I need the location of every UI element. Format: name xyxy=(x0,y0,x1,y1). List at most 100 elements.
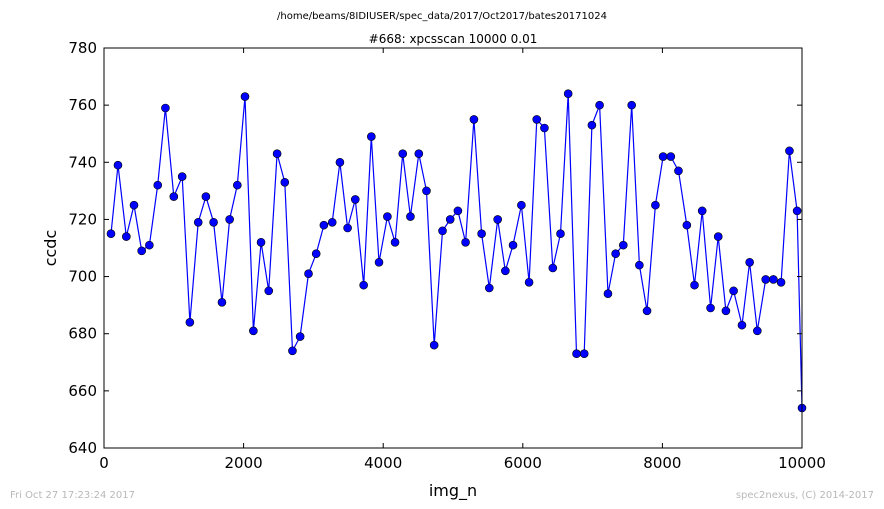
data-point xyxy=(469,115,479,124)
data-point xyxy=(563,89,573,99)
data-point xyxy=(343,223,352,233)
data-point xyxy=(753,326,762,336)
y-axis-label: ccdc xyxy=(41,230,60,267)
data-point xyxy=(729,286,738,296)
x-tick-label: 8000 xyxy=(643,454,681,472)
x-axis-label: img_n xyxy=(429,481,477,501)
data-point xyxy=(484,283,494,293)
data-point xyxy=(129,200,139,210)
y-tick-label: 700 xyxy=(68,268,97,286)
data-point xyxy=(595,100,604,110)
data-point xyxy=(414,149,424,159)
data-point xyxy=(311,249,321,259)
footer-credit: spec2nexus, (C) 2014-2017 xyxy=(736,490,874,501)
data-point xyxy=(335,157,345,167)
y-tick-label: 760 xyxy=(68,96,97,114)
data-point xyxy=(761,275,771,284)
data-point xyxy=(697,206,707,216)
data-point xyxy=(359,280,368,290)
data-point xyxy=(461,237,470,247)
data-point xyxy=(217,297,227,307)
y-tick-label: 660 xyxy=(68,382,97,400)
data-point xyxy=(398,149,408,159)
data-point xyxy=(288,346,297,356)
file-path-supertitle: /home/beams/8IDIUSER/spec_data/2017/Oct2… xyxy=(277,11,607,22)
data-point xyxy=(383,212,392,221)
data-point xyxy=(611,249,620,259)
data-point xyxy=(193,217,203,227)
data-point xyxy=(145,240,154,250)
data-point xyxy=(603,289,613,299)
y-tick-label: 780 xyxy=(68,39,97,57)
data-point xyxy=(658,152,668,161)
data-point xyxy=(319,220,329,230)
data-point xyxy=(651,200,660,210)
x-tick-label: 10000 xyxy=(778,454,826,472)
data-point xyxy=(406,212,415,221)
x-tick-label: 2000 xyxy=(225,454,263,472)
data-point xyxy=(635,260,644,270)
data-point xyxy=(706,303,715,313)
data-point xyxy=(256,237,266,247)
data-point xyxy=(674,166,683,176)
ticks-layer: 0 2000 4000 6000 8000 10000 640 660 680 700 720 740… xyxy=(68,39,826,472)
data-point xyxy=(556,229,565,239)
data-point xyxy=(587,120,597,130)
data-point xyxy=(280,177,290,187)
data-point xyxy=(161,103,170,113)
plot-frame xyxy=(103,47,803,449)
data-point xyxy=(304,269,313,279)
series-layer xyxy=(106,89,807,413)
data-point xyxy=(327,217,337,227)
data-point xyxy=(295,332,305,341)
y-tick-label: 720 xyxy=(68,210,97,228)
data-point xyxy=(745,257,754,267)
data-point xyxy=(721,306,731,316)
data-point xyxy=(524,277,534,287)
data-point xyxy=(776,277,786,287)
data-point xyxy=(642,306,652,316)
x-tick-label: 0 xyxy=(99,454,109,472)
data-point xyxy=(792,206,802,216)
data-point xyxy=(374,257,384,267)
data-point xyxy=(177,172,187,181)
data-point xyxy=(390,237,400,247)
y-tick-label: 740 xyxy=(68,153,97,171)
y-tick-label: 680 xyxy=(68,325,97,343)
data-point xyxy=(367,132,376,141)
data-point xyxy=(769,275,778,284)
data-point xyxy=(445,215,455,224)
data-point xyxy=(548,263,558,273)
data-point xyxy=(137,246,146,256)
data-point xyxy=(122,232,131,241)
data-point xyxy=(169,192,179,201)
data-point xyxy=(690,280,699,290)
data-point xyxy=(422,186,431,196)
data-point xyxy=(627,100,636,110)
data-point xyxy=(532,115,542,124)
data-point xyxy=(233,180,242,190)
data-point xyxy=(264,286,274,296)
data-point xyxy=(201,192,211,201)
x-tick-label: 4000 xyxy=(364,454,402,472)
data-point xyxy=(572,349,581,359)
data-point xyxy=(225,215,234,224)
data-point xyxy=(477,229,486,239)
data-point xyxy=(453,206,463,216)
data-point xyxy=(737,320,747,330)
x-tick-label: 6000 xyxy=(504,454,542,472)
data-point xyxy=(785,146,794,156)
data-point xyxy=(249,326,258,336)
data-point xyxy=(508,240,518,250)
data-point xyxy=(153,180,163,190)
data-point xyxy=(540,123,549,133)
data-point xyxy=(682,220,692,230)
data-point xyxy=(350,195,360,204)
data-point xyxy=(713,232,723,241)
data-point xyxy=(666,152,676,161)
data-point xyxy=(493,215,502,224)
data-point xyxy=(209,217,218,227)
series-line xyxy=(110,93,803,409)
data-point xyxy=(619,240,628,250)
